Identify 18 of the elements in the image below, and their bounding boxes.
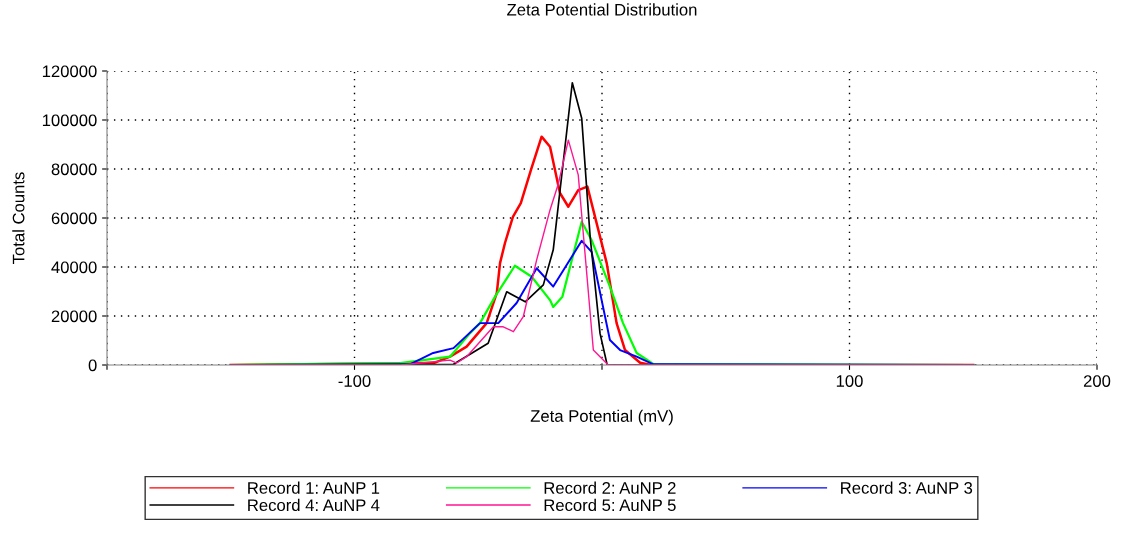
legend-label: Record 1: AuNP 1	[248, 481, 380, 494]
x-tick-label: 100	[836, 375, 863, 387]
chart-title: Zeta Potential Distribution	[507, 3, 697, 16]
y-tick-label: 120000	[42, 65, 97, 78]
x-tick-label: 200	[1083, 375, 1111, 387]
x-tick-label: -100	[338, 375, 371, 387]
y-tick-label: 20000	[51, 310, 97, 323]
y-tick-label: 80000	[51, 163, 97, 176]
legend-label: Record 3: AuNP 3	[841, 481, 973, 494]
legend-label: Record 4: AuNP 4	[248, 498, 380, 512]
x-axis-title: Zeta Potential (mV)	[530, 409, 673, 426]
y-tick-label: 40000	[51, 261, 97, 274]
legend-label: Record 5: AuNP 5	[544, 498, 676, 512]
legend-label: Record 2: AuNP 2	[544, 481, 676, 494]
y-tick-label: 60000	[51, 212, 97, 225]
y-tick-label: 0	[88, 359, 97, 372]
y-axis-title: Total Counts	[12, 172, 25, 264]
y-tick-label: 100000	[42, 114, 97, 127]
